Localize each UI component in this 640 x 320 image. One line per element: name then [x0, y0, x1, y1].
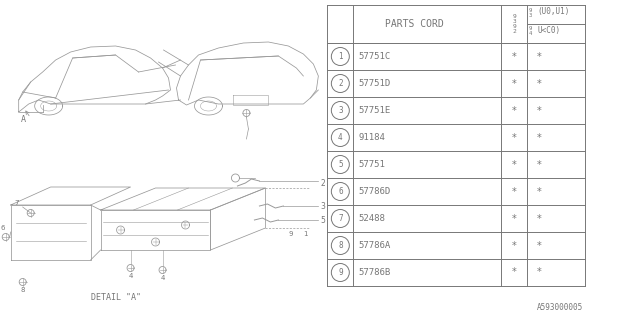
Text: *: * [512, 187, 516, 196]
Text: 52488: 52488 [358, 214, 385, 223]
Text: 4: 4 [161, 275, 164, 281]
Text: 57786D: 57786D [358, 187, 390, 196]
Text: 7: 7 [15, 200, 19, 206]
Text: *: * [512, 52, 516, 61]
Text: 91184: 91184 [358, 133, 385, 142]
Text: 1: 1 [338, 52, 342, 61]
Text: 1: 1 [303, 231, 308, 237]
Text: 57751E: 57751E [358, 106, 390, 115]
Text: *: * [512, 213, 516, 223]
Text: *: * [512, 132, 516, 142]
Text: 57786A: 57786A [358, 241, 390, 250]
Text: A: A [20, 115, 26, 124]
Text: 3: 3 [321, 202, 325, 211]
Text: 9
3
9
2: 9 3 9 2 [512, 14, 516, 34]
Text: *: * [537, 159, 541, 170]
Text: 9
4: 9 4 [529, 26, 532, 36]
Text: PARTS CORD: PARTS CORD [385, 19, 444, 29]
Text: *: * [537, 213, 541, 223]
Text: 3: 3 [338, 106, 342, 115]
Text: 2: 2 [338, 79, 342, 88]
Text: 6: 6 [338, 187, 342, 196]
Text: *: * [512, 106, 516, 116]
Text: 57751: 57751 [358, 160, 385, 169]
Text: 8: 8 [338, 241, 342, 250]
Text: 9
3: 9 3 [529, 8, 532, 18]
Text: *: * [537, 106, 541, 116]
Text: *: * [512, 268, 516, 277]
Text: 5: 5 [321, 215, 325, 225]
Text: 8: 8 [20, 287, 25, 293]
Text: 5: 5 [338, 160, 342, 169]
Text: 6: 6 [1, 225, 5, 231]
Text: *: * [512, 241, 516, 251]
Text: *: * [512, 78, 516, 89]
Text: 57751C: 57751C [358, 52, 390, 61]
Text: 9: 9 [288, 231, 292, 237]
Text: 7: 7 [338, 214, 342, 223]
Text: *: * [512, 159, 516, 170]
Text: *: * [537, 78, 541, 89]
Text: U<C0): U<C0) [537, 26, 560, 35]
Text: 9: 9 [338, 268, 342, 277]
Text: (U0,U1): (U0,U1) [537, 7, 570, 16]
Text: *: * [537, 132, 541, 142]
Text: *: * [537, 187, 541, 196]
Text: 4: 4 [338, 133, 342, 142]
Text: 4: 4 [129, 273, 132, 279]
Text: 57786B: 57786B [358, 268, 390, 277]
Text: *: * [537, 241, 541, 251]
Text: A593000005: A593000005 [537, 303, 583, 312]
Text: *: * [537, 52, 541, 61]
Text: DETAIL "A": DETAIL "A" [91, 293, 141, 302]
Text: 57751D: 57751D [358, 79, 390, 88]
Text: 2: 2 [321, 179, 325, 188]
Text: *: * [537, 268, 541, 277]
